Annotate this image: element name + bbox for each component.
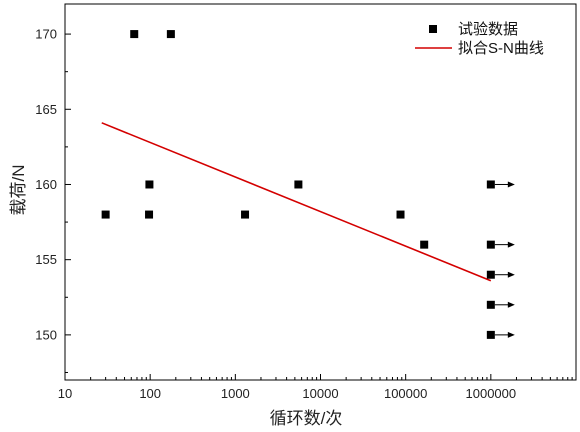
data-points-layer <box>101 30 515 339</box>
data-point <box>396 210 405 219</box>
runout-arrow-head <box>507 301 515 308</box>
data-point <box>294 180 303 189</box>
fit-line-layer <box>101 122 492 282</box>
y-tick-label: 165 <box>35 102 57 117</box>
y-tick-label: 160 <box>35 177 57 192</box>
x-tick-label: 10000 <box>302 386 338 401</box>
legend: 试验数据 拟合S-N曲线 <box>415 21 544 57</box>
x-axis-ticks: 10 100 1000 10000 100000 1000000 <box>58 374 573 401</box>
data-point <box>241 210 250 219</box>
data-point <box>486 300 495 309</box>
data-point <box>145 180 154 189</box>
data-point <box>486 180 495 189</box>
y-tick-label: 170 <box>35 27 57 42</box>
data-point <box>145 210 154 219</box>
legend-label-fit: 拟合S-N曲线 <box>458 40 544 57</box>
x-tick-label: 100000 <box>384 386 427 401</box>
x-axis-title: 循环数/次 <box>270 409 343 428</box>
data-point <box>486 330 495 339</box>
data-point <box>486 270 495 279</box>
x-tick-label: 10 <box>58 386 72 401</box>
y-tick-label: 150 <box>35 327 57 342</box>
plot-frame <box>64 3 577 381</box>
x-tick-label: 1000000 <box>466 386 517 401</box>
y-tick-label: 155 <box>35 252 57 267</box>
data-point <box>166 30 175 39</box>
runout-arrow-head <box>507 241 515 248</box>
y-axis-ticks: 150 155 160 165 170 <box>35 27 71 373</box>
data-point <box>486 240 495 249</box>
data-point <box>420 240 429 249</box>
runout-arrow-head <box>507 271 515 278</box>
data-point <box>130 30 139 39</box>
y-axis-title: 载荷/N <box>9 165 28 216</box>
legend-marker-square <box>429 25 437 33</box>
x-tick-label: 100 <box>139 386 161 401</box>
fit-line <box>101 122 492 282</box>
legend-label-scatter: 试验数据 <box>458 21 518 38</box>
data-point <box>101 210 110 219</box>
runout-arrow-head <box>507 331 515 338</box>
runout-arrow-head <box>507 181 515 188</box>
x-tick-label: 1000 <box>221 386 250 401</box>
